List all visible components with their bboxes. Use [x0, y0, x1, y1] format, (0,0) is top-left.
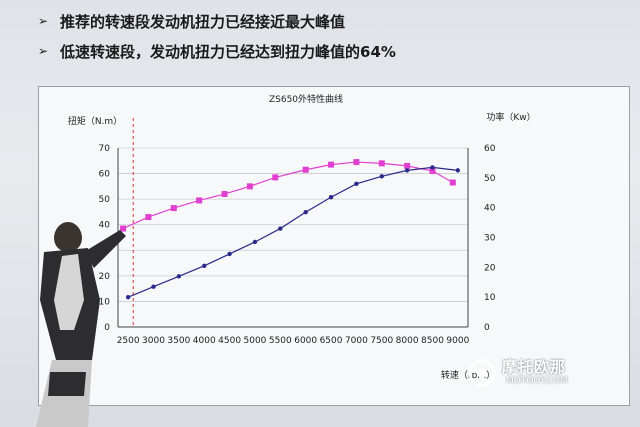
bullet-2: ➢ 低速转速段，发动机扭力已经达到扭力峰值的64%	[38, 36, 628, 66]
x-tick-label: 8500	[421, 336, 444, 346]
x-tick-label: 5000	[244, 336, 267, 346]
x-tick-label: 4000	[193, 336, 216, 346]
x-tick-label: 3500	[167, 336, 190, 346]
data-point	[196, 197, 203, 204]
data-point	[202, 263, 207, 269]
x-tick-label: 7500	[370, 336, 393, 346]
data-point	[404, 168, 410, 173]
data-point	[246, 183, 253, 190]
data-point	[252, 239, 258, 245]
watermark-text: 摩托欧那	[502, 358, 567, 376]
bullet-2-text: 低速转速段，发动机扭力已经达到扭力峰值的64%	[60, 42, 396, 61]
y-left-tick-label: 10	[99, 297, 111, 307]
data-point	[328, 161, 335, 168]
data-point	[455, 168, 461, 173]
data-point	[449, 179, 456, 186]
data-point	[278, 226, 283, 231]
slide-bullets: ➢ 推荐的转速段发动机扭力已经接近最大峰值 ➢ 低速转速段，发动机扭力已经达到扭…	[38, 6, 628, 66]
data-point	[120, 225, 127, 232]
y-right-tick-label: 60	[484, 144, 496, 154]
data-point	[221, 191, 228, 198]
y-axis-right-label: 功率（Kw）	[486, 111, 535, 123]
data-point	[125, 294, 131, 300]
x-tick-label: 2500	[117, 336, 140, 346]
y-axis-left-label: 扭矩（N.m）	[68, 115, 122, 127]
y-right-tick-label: 20	[484, 263, 496, 273]
x-tick-label: 4500	[218, 336, 241, 346]
y-right-tick-label: 40	[484, 204, 496, 214]
data-point	[379, 174, 384, 179]
data-point	[404, 162, 411, 169]
arrow-bullet-icon: ➢	[38, 44, 49, 58]
data-point	[302, 166, 309, 173]
bullet-1-text: 推荐的转速段发动机扭力已经接近最大峰值	[60, 12, 346, 31]
data-point	[145, 214, 152, 221]
bullet-1: ➢ 推荐的转速段发动机扭力已经接近最大峰值	[38, 6, 628, 36]
watermark: 摩托欧那 MOTOOY.COM	[466, 356, 596, 392]
x-tick-label: 6000	[294, 336, 317, 346]
data-point	[354, 181, 359, 186]
arrow-bullet-icon: ➢	[38, 14, 49, 28]
data-point	[151, 284, 156, 289]
y-right-tick-label: 50	[484, 174, 496, 184]
y-left-tick-label: 70	[99, 144, 111, 154]
y-right-tick-label: 0	[484, 323, 490, 333]
motorcycle-logo-icon	[468, 359, 496, 387]
x-tick-label: 3000	[142, 336, 165, 346]
series-line-1	[122, 161, 454, 230]
y-left-tick-label: 60	[99, 170, 111, 180]
data-point	[430, 165, 435, 170]
data-point	[227, 251, 232, 257]
data-point	[303, 209, 308, 215]
x-tick-label: 8000	[396, 336, 419, 346]
chart-frame	[38, 86, 630, 406]
y-left-tick-label: 50	[99, 195, 111, 205]
y-right-tick-label: 30	[484, 234, 496, 244]
y-left-tick-label: 40	[99, 221, 111, 231]
data-point	[429, 168, 436, 175]
data-point	[353, 159, 360, 166]
y-left-tick-label: 20	[99, 272, 111, 282]
watermark-url: MOTOOY.COM	[506, 376, 568, 386]
x-tick-label: 9000	[446, 336, 469, 346]
chart-title: ZS650外特性曲线	[269, 93, 343, 105]
data-point	[378, 160, 385, 167]
data-point	[170, 205, 177, 212]
x-tick-label: 7000	[345, 336, 368, 346]
data-point	[328, 195, 334, 200]
y-left-tick-label: 0	[104, 323, 110, 333]
data-point	[176, 274, 182, 279]
x-tick-label: 6500	[320, 336, 343, 346]
series-line-2	[127, 166, 458, 298]
data-point	[272, 174, 279, 181]
x-tick-label: 5500	[269, 336, 292, 346]
y-right-tick-label: 10	[484, 293, 496, 303]
